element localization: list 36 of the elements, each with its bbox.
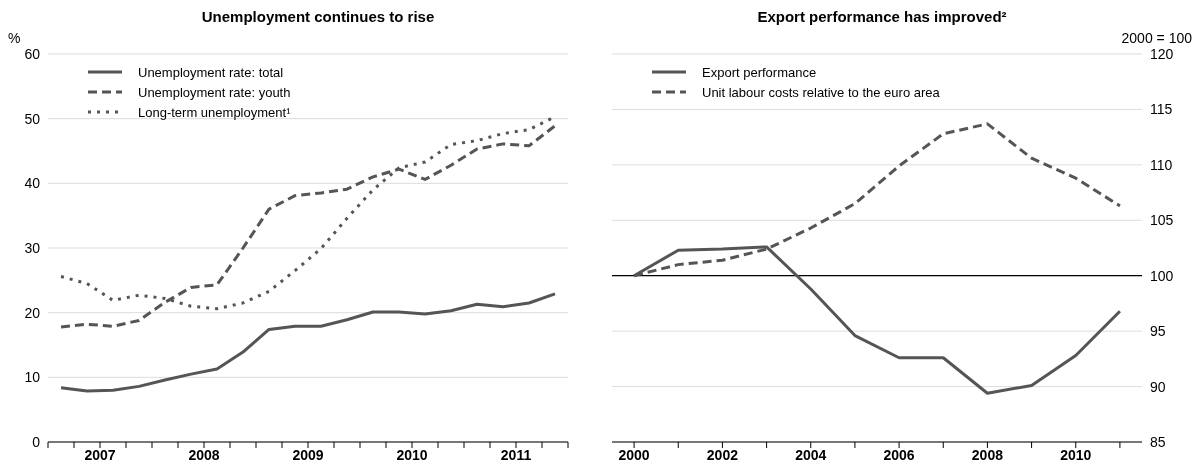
y2-tick-label: 95 — [1150, 323, 1166, 340]
y2-tick-label: 85 — [1150, 433, 1166, 450]
y2-tick-label: 110 — [1150, 156, 1173, 173]
y2-axis-title: 2000 = 100 — [1121, 30, 1192, 46]
x-tick-label: 2008 — [188, 446, 220, 463]
x-tick-label: 2007 — [84, 446, 116, 463]
y2-tick-label: 90 — [1150, 378, 1166, 395]
y-tick-label: 30 — [24, 239, 41, 256]
legend-label: Long-term unemployment¹ — [138, 104, 291, 120]
x-tick-label: 2008 — [971, 446, 1004, 463]
legend-label: Unit labour costs relative to the euro area — [702, 84, 940, 100]
y-tick-label: 40 — [24, 175, 41, 192]
y2-tick-label: 120 — [1150, 45, 1174, 62]
y-axis-title: % — [8, 30, 21, 46]
chart-title: Unemployment continues to rise — [200, 8, 436, 27]
y2-tick-label: 100 — [1150, 267, 1174, 284]
legend-label: Unemployment rate: total — [138, 64, 284, 80]
y-tick-label: 50 — [24, 110, 41, 127]
x-tick-label: 2006 — [883, 446, 915, 463]
x-tick-label: 2004 — [795, 446, 827, 463]
y-tick-label: 60 — [24, 45, 41, 62]
y-tick-label: 0 — [32, 433, 41, 450]
y-tick-label: 20 — [24, 304, 41, 321]
legend-label: Unemployment rate: youth — [138, 84, 291, 100]
x-tick-label: 2000 — [618, 446, 650, 463]
chart-title: Export performance has improved² — [756, 8, 1008, 27]
x-tick-label: 2010 — [1060, 446, 1092, 463]
x-tick-label: 2010 — [396, 446, 428, 463]
y2-tick-label: 105 — [1150, 212, 1174, 229]
y2-tick-label: 115 — [1150, 101, 1173, 118]
x-tick-label: 2002 — [706, 446, 739, 463]
legend-label: Export performance — [702, 64, 817, 80]
y-tick-label: 10 — [24, 369, 41, 386]
line-series — [59, 292, 557, 393]
x-tick-label: 2009 — [292, 446, 324, 463]
x-tick-label: 2011 — [500, 446, 532, 463]
